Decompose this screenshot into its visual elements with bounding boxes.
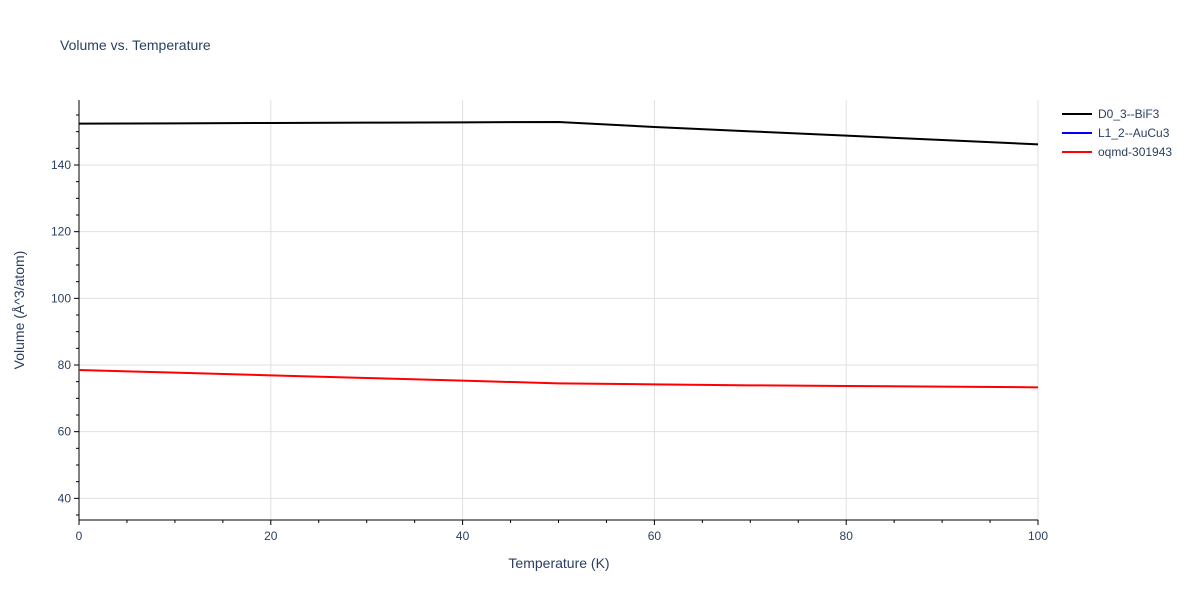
- x-tick-label: 20: [264, 529, 278, 543]
- x-tick-label: 60: [648, 529, 662, 543]
- x-tick-label: 40: [456, 529, 470, 543]
- x-tick-label: 100: [1028, 529, 1048, 543]
- tick-labels: 0 20 40 60 80 100 40 60 80 100 120 140: [51, 158, 1048, 543]
- legend-label-1: L1_2--AuCu3: [1098, 126, 1170, 140]
- y-tick-label: 140: [51, 158, 71, 172]
- legend: D0_3--BiF3 L1_2--AuCu3 oqmd-301943: [1062, 107, 1172, 159]
- x-tick-label: 80: [840, 529, 854, 543]
- y-tick-label: 100: [51, 291, 71, 305]
- x-tick-label: 0: [76, 529, 83, 543]
- series-line-2: [78, 369, 1039, 389]
- y-tick-label: 60: [58, 425, 72, 439]
- series-lines: [78, 120, 1039, 389]
- legend-label-2: oqmd-301943: [1098, 145, 1172, 159]
- legend-label-0: D0_3--BiF3: [1098, 107, 1160, 121]
- grid: [78, 100, 1039, 520]
- y-tick-label: 120: [51, 225, 71, 239]
- x-axis-label: Temperature (K): [508, 555, 609, 571]
- series-line-0: [78, 120, 1039, 146]
- y-tick-label: 80: [58, 358, 72, 372]
- axes: [74, 100, 1039, 525]
- y-axis-label: Volume (Å^3/atom): [11, 251, 27, 370]
- y-tick-label: 40: [58, 491, 72, 505]
- chart-title: Volume vs. Temperature: [60, 37, 211, 53]
